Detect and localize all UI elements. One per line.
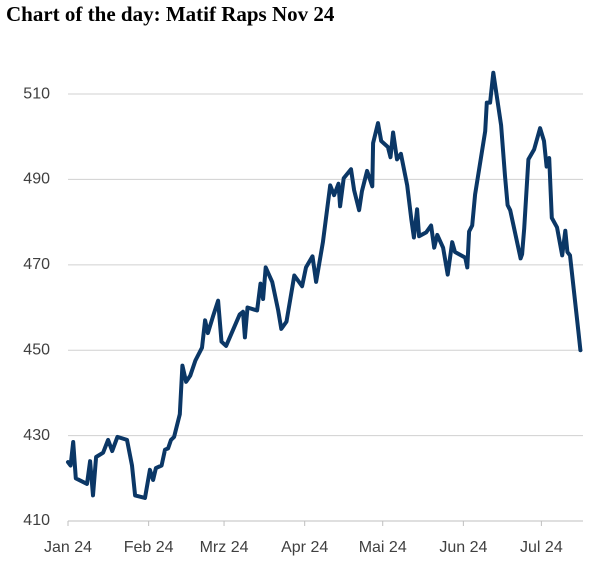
- x-tick-label: Apr 24: [281, 539, 328, 556]
- x-tick-label: Mai 24: [359, 539, 407, 556]
- y-tick-label: 430: [23, 427, 50, 444]
- y-tick-label: 470: [23, 256, 50, 273]
- x-tick-label: Jan 24: [44, 539, 92, 556]
- x-tick-label: Jun 24: [439, 539, 487, 556]
- x-tick-label: Feb 24: [124, 539, 174, 556]
- chart-title: Chart of the day: Matif Raps Nov 24: [6, 2, 335, 26]
- x-tick-label: Mrz 24: [200, 539, 249, 556]
- y-tick-label: 510: [23, 85, 50, 102]
- price-line: [66, 70, 583, 500]
- y-tick-label: 410: [23, 512, 50, 529]
- x-tick-label: Jul 24: [520, 539, 563, 556]
- y-tick-label: 490: [23, 171, 50, 188]
- y-tick-label: 450: [23, 341, 50, 358]
